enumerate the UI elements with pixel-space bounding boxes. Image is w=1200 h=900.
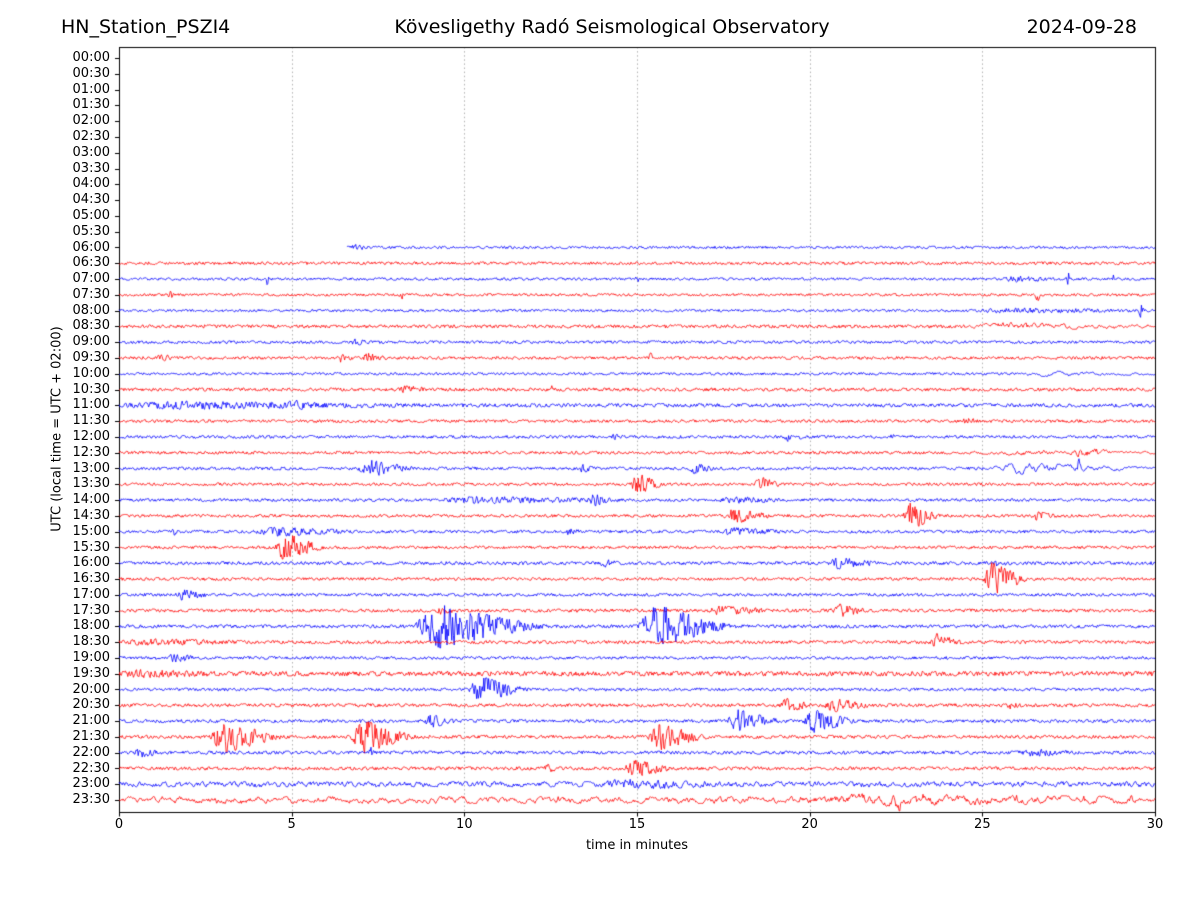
y-tick-label: 06:30 [72,255,110,271]
y-tick-label: 12:30 [72,444,110,460]
y-tick-label: 18:00 [72,618,110,634]
y-tick-label: 22:30 [72,760,110,776]
y-tick-label: 10:30 [72,381,110,397]
y-tick-label: 13:00 [72,460,110,476]
y-tick-label: 15:30 [72,539,110,555]
y-tick-label: 16:30 [72,571,110,587]
y-tick-label: 03:30 [72,160,110,176]
x-tick-label: 15 [628,817,646,832]
y-tick-label: 12:00 [72,428,110,444]
y-tick-label: 19:00 [72,650,110,665]
y-tick-label: 05:30 [72,223,110,239]
x-tick-label: 30 [1146,817,1164,832]
y-tick-label: 09:00 [72,334,110,350]
y-tick-label: 17:00 [72,586,110,602]
y-tick-label: 10:00 [72,365,110,381]
y-tick-label: 11:30 [72,413,110,429]
y-tick-label: 20:00 [72,681,110,697]
y-tick-label: 14:30 [72,507,110,523]
x-tick-label: 10 [456,817,473,832]
y-tick-label: 18:30 [72,634,110,650]
y-tick-label: 06:00 [72,239,110,255]
y-tick-label: 02:00 [72,113,110,129]
y-tick-label: 01:00 [72,81,110,97]
y-tick-label: 07:00 [72,271,110,287]
y-tick-label: 11:00 [72,397,110,413]
y-tick-label: 23:00 [72,776,110,792]
y-tick-label: 00:30 [72,65,110,81]
y-tick-label: 14:00 [72,492,110,508]
y-tick-label: 05:00 [72,207,110,223]
y-tick-label: 07:30 [72,286,110,302]
y-tick-label: 22:00 [72,744,110,760]
y-tick-label: 20:30 [72,697,110,713]
y-tick-label: 15:00 [72,523,110,539]
y-tick-label: 21:00 [72,713,110,729]
x-axis-label: time in minutes [585,838,689,853]
y-tick-label: 13:30 [72,476,110,492]
y-tick-label: 08:30 [72,318,110,334]
y-tick-label: 01:30 [72,97,110,113]
station-title: HN_Station_PSZI4 [61,16,231,38]
y-tick-label: 03:00 [72,144,110,160]
observatory-title: Kövesligethy Radó Seismological Observat… [394,16,830,38]
x-tick-label: 5 [287,817,296,832]
y-tick-label: 16:00 [72,555,110,571]
y-tick-label: 00:00 [72,50,110,66]
y-tick-label: 04:30 [72,192,110,208]
y-tick-label: 17:30 [72,602,110,618]
y-tick-label: 02:30 [72,129,110,145]
y-tick-label: 08:00 [72,302,110,318]
y-tick-label: 09:30 [72,350,110,366]
date-title: 2024-09-28 [1026,16,1137,38]
y-tick-label: 19:30 [72,665,110,681]
x-tick-label: 20 [801,817,818,832]
y-tick-label: 21:30 [72,728,110,744]
x-tick-label: 25 [974,817,991,832]
y-tick-label: 04:00 [72,176,110,192]
x-tick-label: 0 [114,817,124,832]
y-tick-label: 23:30 [72,792,110,808]
